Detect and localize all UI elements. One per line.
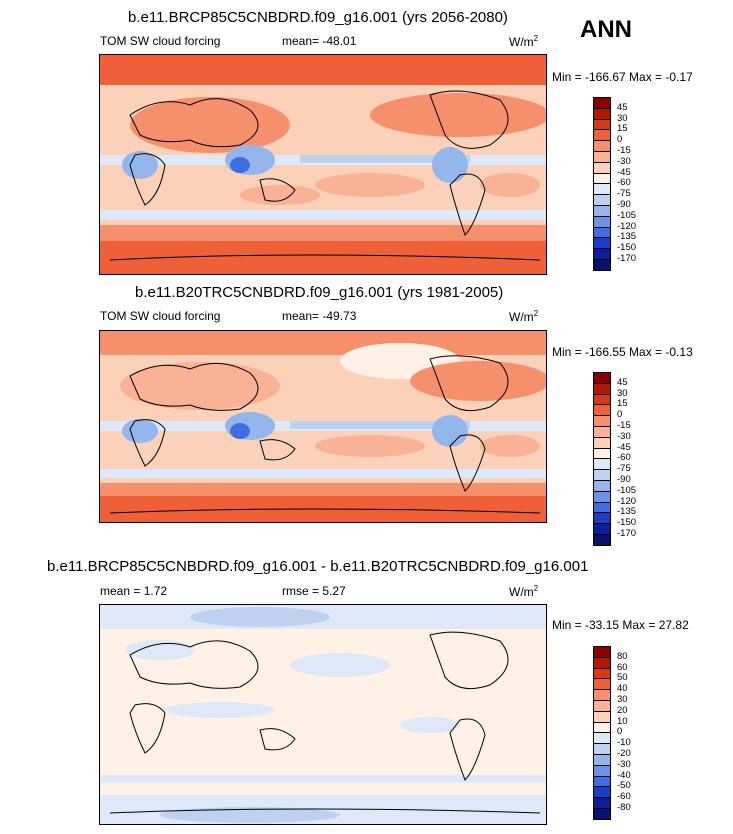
panel-minmax: Min = -33.15 Max = 27.82 — [552, 618, 689, 632]
colorbar-label: -75 — [617, 188, 631, 200]
colorbar-label: -75 — [617, 463, 631, 475]
colorbar-label: 0 — [617, 134, 623, 146]
panel-title: b.e11.B20TRC5CNBDRD.f09_g16.001 (yrs 198… — [135, 284, 504, 301]
colorbar-label: 15 — [617, 123, 628, 135]
colorbar-label: -60 — [617, 177, 631, 189]
panel-title: b.e11.BRCP85C5CNBDRD.f09_g16.001 (yrs 20… — [128, 9, 508, 26]
colorbar-label: 30 — [617, 112, 628, 124]
colorbar-label: -135 — [617, 506, 637, 518]
colorbar-label: -150 — [617, 242, 637, 254]
colorbar-label: -90 — [617, 474, 631, 485]
panel-center-label: rmse = 5.27 — [282, 584, 346, 598]
colorbar-label: -60 — [617, 791, 631, 803]
colorbar-label: 45 — [617, 376, 628, 388]
colorbar-label: -150 — [617, 517, 637, 529]
colorbar-label: 50 — [617, 672, 628, 684]
colorbar-swatch — [593, 259, 611, 271]
colorbar-swatch — [593, 534, 611, 546]
colorbar-label: -15 — [617, 145, 631, 156]
colorbar-label: 30 — [617, 694, 628, 705]
colorbar-label: -30 — [617, 430, 631, 442]
colorbar-label: -30 — [617, 758, 631, 770]
colorbar-label: 80 — [617, 650, 628, 662]
colorbar-label: -40 — [617, 769, 631, 781]
colorbar-label: -30 — [617, 155, 631, 167]
panel-minmax: Min = -166.67 Max = -0.17 — [552, 70, 693, 84]
colorbar-label: -60 — [617, 452, 631, 464]
panel-units: W/m2 — [509, 584, 539, 599]
colorbar-label: -10 — [617, 737, 631, 749]
colorbar-label: -80 — [617, 802, 631, 813]
colorbar-label: 10 — [617, 715, 628, 727]
panel-left-label: mean = 1.72 — [100, 584, 168, 598]
colorbar-label: 0 — [617, 409, 623, 421]
colorbar-label: -20 — [617, 748, 631, 759]
map-rcp85 — [99, 54, 547, 275]
colorbar-label: -135 — [617, 231, 637, 243]
colorbar-label: -90 — [617, 199, 631, 210]
colorbar-label: -45 — [617, 166, 631, 178]
panel-units: W/m2 — [509, 34, 539, 49]
panel-left-label: TOM SW cloud forcing — [100, 309, 221, 323]
colorbar-swatch — [593, 808, 611, 820]
colorbar-label: 30 — [617, 387, 628, 399]
colorbar-label: 60 — [617, 661, 628, 673]
colorbar-label: -170 — [617, 528, 637, 539]
map-difference — [99, 604, 547, 825]
colorbar-label: -120 — [617, 220, 637, 232]
colorbar-label: -50 — [617, 780, 631, 792]
season-label: ANN — [580, 16, 632, 43]
colorbar-label: -45 — [617, 441, 631, 453]
colorbar-label: -105 — [617, 209, 637, 221]
panel-center-label: mean= -48.01 — [282, 34, 357, 48]
panel-units: W/m2 — [509, 309, 539, 324]
colorbar-label: 20 — [617, 704, 628, 716]
panel-left-label: TOM SW cloud forcing — [100, 34, 221, 48]
colorbar-label: 0 — [617, 726, 623, 738]
map-20tr — [99, 330, 547, 523]
colorbar-label: 40 — [617, 683, 628, 695]
colorbar-label: 15 — [617, 398, 628, 410]
panel-center-label: mean= -49.73 — [282, 309, 357, 323]
colorbar-label: -105 — [617, 484, 637, 496]
colorbar-label: 45 — [617, 101, 628, 113]
panel-minmax: Min = -166.55 Max = -0.13 — [552, 345, 693, 359]
panel-title: b.e11.BRCP85C5CNBDRD.f09_g16.001 - b.e11… — [47, 558, 589, 575]
colorbar-label: -170 — [617, 253, 637, 264]
colorbar-label: -120 — [617, 495, 637, 507]
colorbar-label: -15 — [617, 420, 631, 431]
